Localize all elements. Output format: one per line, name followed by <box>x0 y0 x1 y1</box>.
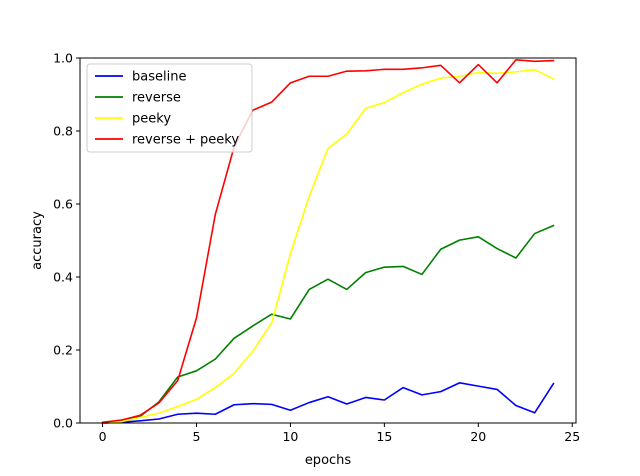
x-tick-label: 5 <box>193 429 201 444</box>
y-axis-ticks: 0.0 0.2 0.4 0.6 0.8 1.0 <box>53 51 80 431</box>
x-tick-label: 10 <box>282 429 298 444</box>
series-line-peeky <box>101 68 555 424</box>
x-axis-label: epochs <box>305 453 352 468</box>
series-line-baseline <box>101 382 555 424</box>
legend: baseline reverse peeky reverse + peeky <box>86 63 253 153</box>
y-tick-label: 0.4 <box>53 270 73 285</box>
y-tick-label: 0.6 <box>53 197 73 212</box>
legend-label: peeky <box>132 112 171 127</box>
legend-label: reverse + peeky <box>132 133 239 148</box>
y-tick-label: 0.0 <box>53 416 73 431</box>
x-tick-label: 0 <box>99 429 107 444</box>
y-axis-label: accuracy <box>30 211 45 270</box>
y-tick-label: 1.0 <box>53 51 73 66</box>
x-tick-label: 15 <box>376 429 392 444</box>
legend-box <box>86 63 253 153</box>
x-tick-label: 20 <box>470 429 486 444</box>
x-tick-label: 25 <box>564 429 580 444</box>
series-line-reverse <box>101 224 555 424</box>
plot-lines <box>101 59 555 424</box>
axes-frame <box>79 57 577 424</box>
series-line-reverse-peeky <box>101 59 555 424</box>
legend-label: reverse <box>132 91 181 106</box>
legend-label: baseline <box>132 70 186 85</box>
y-tick-label: 0.8 <box>53 124 73 139</box>
x-axis-ticks: 0 5 10 15 20 25 <box>99 423 580 444</box>
y-tick-label: 0.2 <box>53 343 73 358</box>
